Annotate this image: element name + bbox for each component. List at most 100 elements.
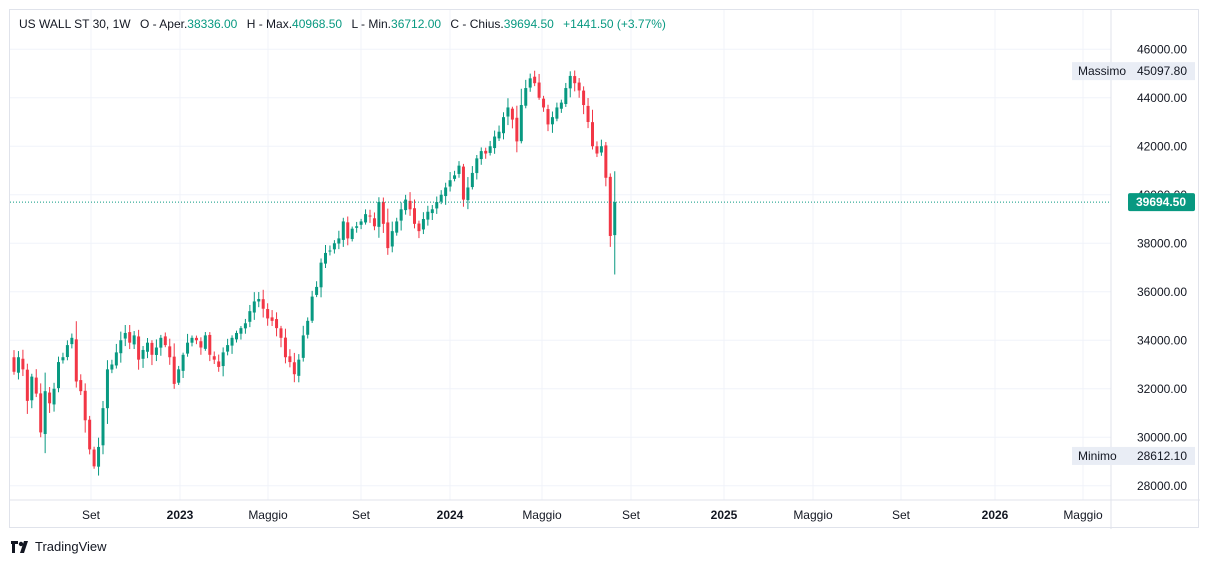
candle-body[interactable] bbox=[515, 117, 519, 142]
candle-body[interactable] bbox=[30, 376, 34, 401]
candle-body[interactable] bbox=[435, 202, 439, 209]
candle-body[interactable] bbox=[457, 165, 461, 174]
candle-body[interactable] bbox=[470, 172, 474, 188]
candle-body[interactable] bbox=[608, 176, 612, 236]
candle-body[interactable] bbox=[421, 219, 425, 230]
candle-body[interactable] bbox=[212, 356, 216, 360]
candle-body[interactable] bbox=[217, 361, 221, 367]
candle-body[interactable] bbox=[79, 380, 83, 392]
candle-body[interactable] bbox=[466, 187, 470, 201]
candle-body[interactable] bbox=[430, 209, 434, 214]
candle-body[interactable] bbox=[283, 337, 287, 358]
candle-body[interactable] bbox=[350, 228, 354, 240]
candle-body[interactable] bbox=[546, 109, 550, 125]
candle-body[interactable] bbox=[150, 342, 154, 355]
candle-body[interactable] bbox=[97, 446, 101, 467]
candle-body[interactable] bbox=[395, 221, 399, 233]
candle-body[interactable] bbox=[239, 328, 243, 334]
candle-body[interactable] bbox=[52, 388, 56, 405]
candle-body[interactable] bbox=[177, 369, 181, 383]
candle-body[interactable] bbox=[141, 349, 145, 359]
candle-body[interactable] bbox=[270, 317, 274, 321]
candle-body[interactable] bbox=[301, 335, 305, 358]
tradingview-brand[interactable]: TradingView bbox=[11, 539, 107, 554]
candle-body[interactable] bbox=[194, 337, 198, 341]
candle-body[interactable] bbox=[484, 150, 488, 154]
candle-body[interactable] bbox=[128, 332, 132, 343]
candle-body[interactable] bbox=[119, 340, 123, 354]
candle-body[interactable] bbox=[172, 356, 176, 384]
candle-body[interactable] bbox=[230, 337, 234, 346]
candle-body[interactable] bbox=[34, 377, 38, 394]
candle-body[interactable] bbox=[506, 107, 510, 117]
candle-body[interactable] bbox=[528, 78, 532, 88]
candle-body[interactable] bbox=[110, 364, 114, 370]
candle-body[interactable] bbox=[377, 202, 381, 227]
price-chart[interactable]: 46000.0044000.0042000.0040000.0038000.00… bbox=[10, 10, 1200, 529]
candle-body[interactable] bbox=[533, 76, 537, 84]
candle-body[interactable] bbox=[337, 238, 341, 244]
candle-body[interactable] bbox=[39, 393, 43, 433]
candle-body[interactable] bbox=[83, 390, 87, 421]
candle-body[interactable] bbox=[599, 146, 603, 153]
candle-body[interactable] bbox=[582, 90, 586, 106]
candle-body[interactable] bbox=[261, 299, 265, 309]
candle-body[interactable] bbox=[341, 221, 345, 240]
candle-body[interactable] bbox=[386, 222, 390, 249]
candle-body[interactable] bbox=[16, 357, 20, 373]
candle-body[interactable] bbox=[555, 107, 559, 119]
candle-body[interactable] bbox=[324, 252, 327, 264]
candle-body[interactable] bbox=[372, 218, 376, 227]
candle-body[interactable] bbox=[519, 105, 523, 142]
candle-body[interactable] bbox=[146, 342, 149, 352]
candle-body[interactable] bbox=[137, 336, 141, 360]
candle-body[interactable] bbox=[65, 345, 69, 358]
candle-body[interactable] bbox=[92, 449, 96, 467]
candle-body[interactable] bbox=[190, 337, 194, 343]
candle-body[interactable] bbox=[408, 200, 412, 210]
candle-body[interactable] bbox=[319, 262, 323, 288]
candle-body[interactable] bbox=[444, 187, 448, 197]
candle-body[interactable] bbox=[257, 299, 261, 302]
candle-body[interactable] bbox=[559, 102, 563, 109]
candle-body[interactable] bbox=[252, 301, 256, 313]
candle-body[interactable] bbox=[154, 347, 158, 355]
candle-body[interactable] bbox=[550, 117, 554, 125]
candle-body[interactable] bbox=[461, 166, 465, 200]
candle-body[interactable] bbox=[399, 209, 403, 221]
candle-body[interactable] bbox=[613, 202, 617, 236]
candle-body[interactable] bbox=[604, 145, 608, 178]
candle-body[interactable] bbox=[181, 354, 185, 371]
candle-body[interactable] bbox=[105, 369, 109, 409]
candle-body[interactable] bbox=[497, 131, 501, 139]
candle-body[interactable] bbox=[542, 98, 546, 108]
candle-body[interactable] bbox=[413, 208, 416, 224]
candle-body[interactable] bbox=[61, 357, 65, 361]
candle-body[interactable] bbox=[453, 175, 457, 179]
candle-body[interactable] bbox=[199, 341, 203, 348]
candle-body[interactable] bbox=[74, 339, 78, 382]
candle-body[interactable] bbox=[57, 362, 60, 389]
candle-body[interactable] bbox=[315, 286, 319, 295]
candle-body[interactable] bbox=[568, 75, 572, 89]
candle-body[interactable] bbox=[168, 346, 172, 358]
candle-body[interactable] bbox=[448, 180, 452, 187]
candle-body[interactable] bbox=[573, 76, 577, 84]
candle-body[interactable] bbox=[359, 221, 363, 225]
candle-body[interactable] bbox=[114, 352, 118, 366]
candle-body[interactable] bbox=[577, 82, 581, 91]
candle-body[interactable] bbox=[203, 335, 207, 349]
candle-body[interactable] bbox=[591, 122, 594, 147]
candle-body[interactable] bbox=[163, 336, 167, 346]
candle-body[interactable] bbox=[123, 332, 127, 339]
symbol-title[interactable]: US WALL ST 30, 1W bbox=[19, 17, 131, 31]
candle-body[interactable] bbox=[417, 223, 421, 232]
candle-body[interactable] bbox=[266, 309, 270, 319]
candle-body[interactable] bbox=[101, 408, 105, 446]
candle-body[interactable] bbox=[21, 358, 25, 370]
candle-body[interactable] bbox=[332, 243, 336, 250]
candle-body[interactable] bbox=[12, 357, 16, 372]
candle-body[interactable] bbox=[537, 82, 541, 98]
candle-body[interactable] bbox=[221, 352, 225, 367]
candle-body[interactable] bbox=[510, 108, 514, 120]
